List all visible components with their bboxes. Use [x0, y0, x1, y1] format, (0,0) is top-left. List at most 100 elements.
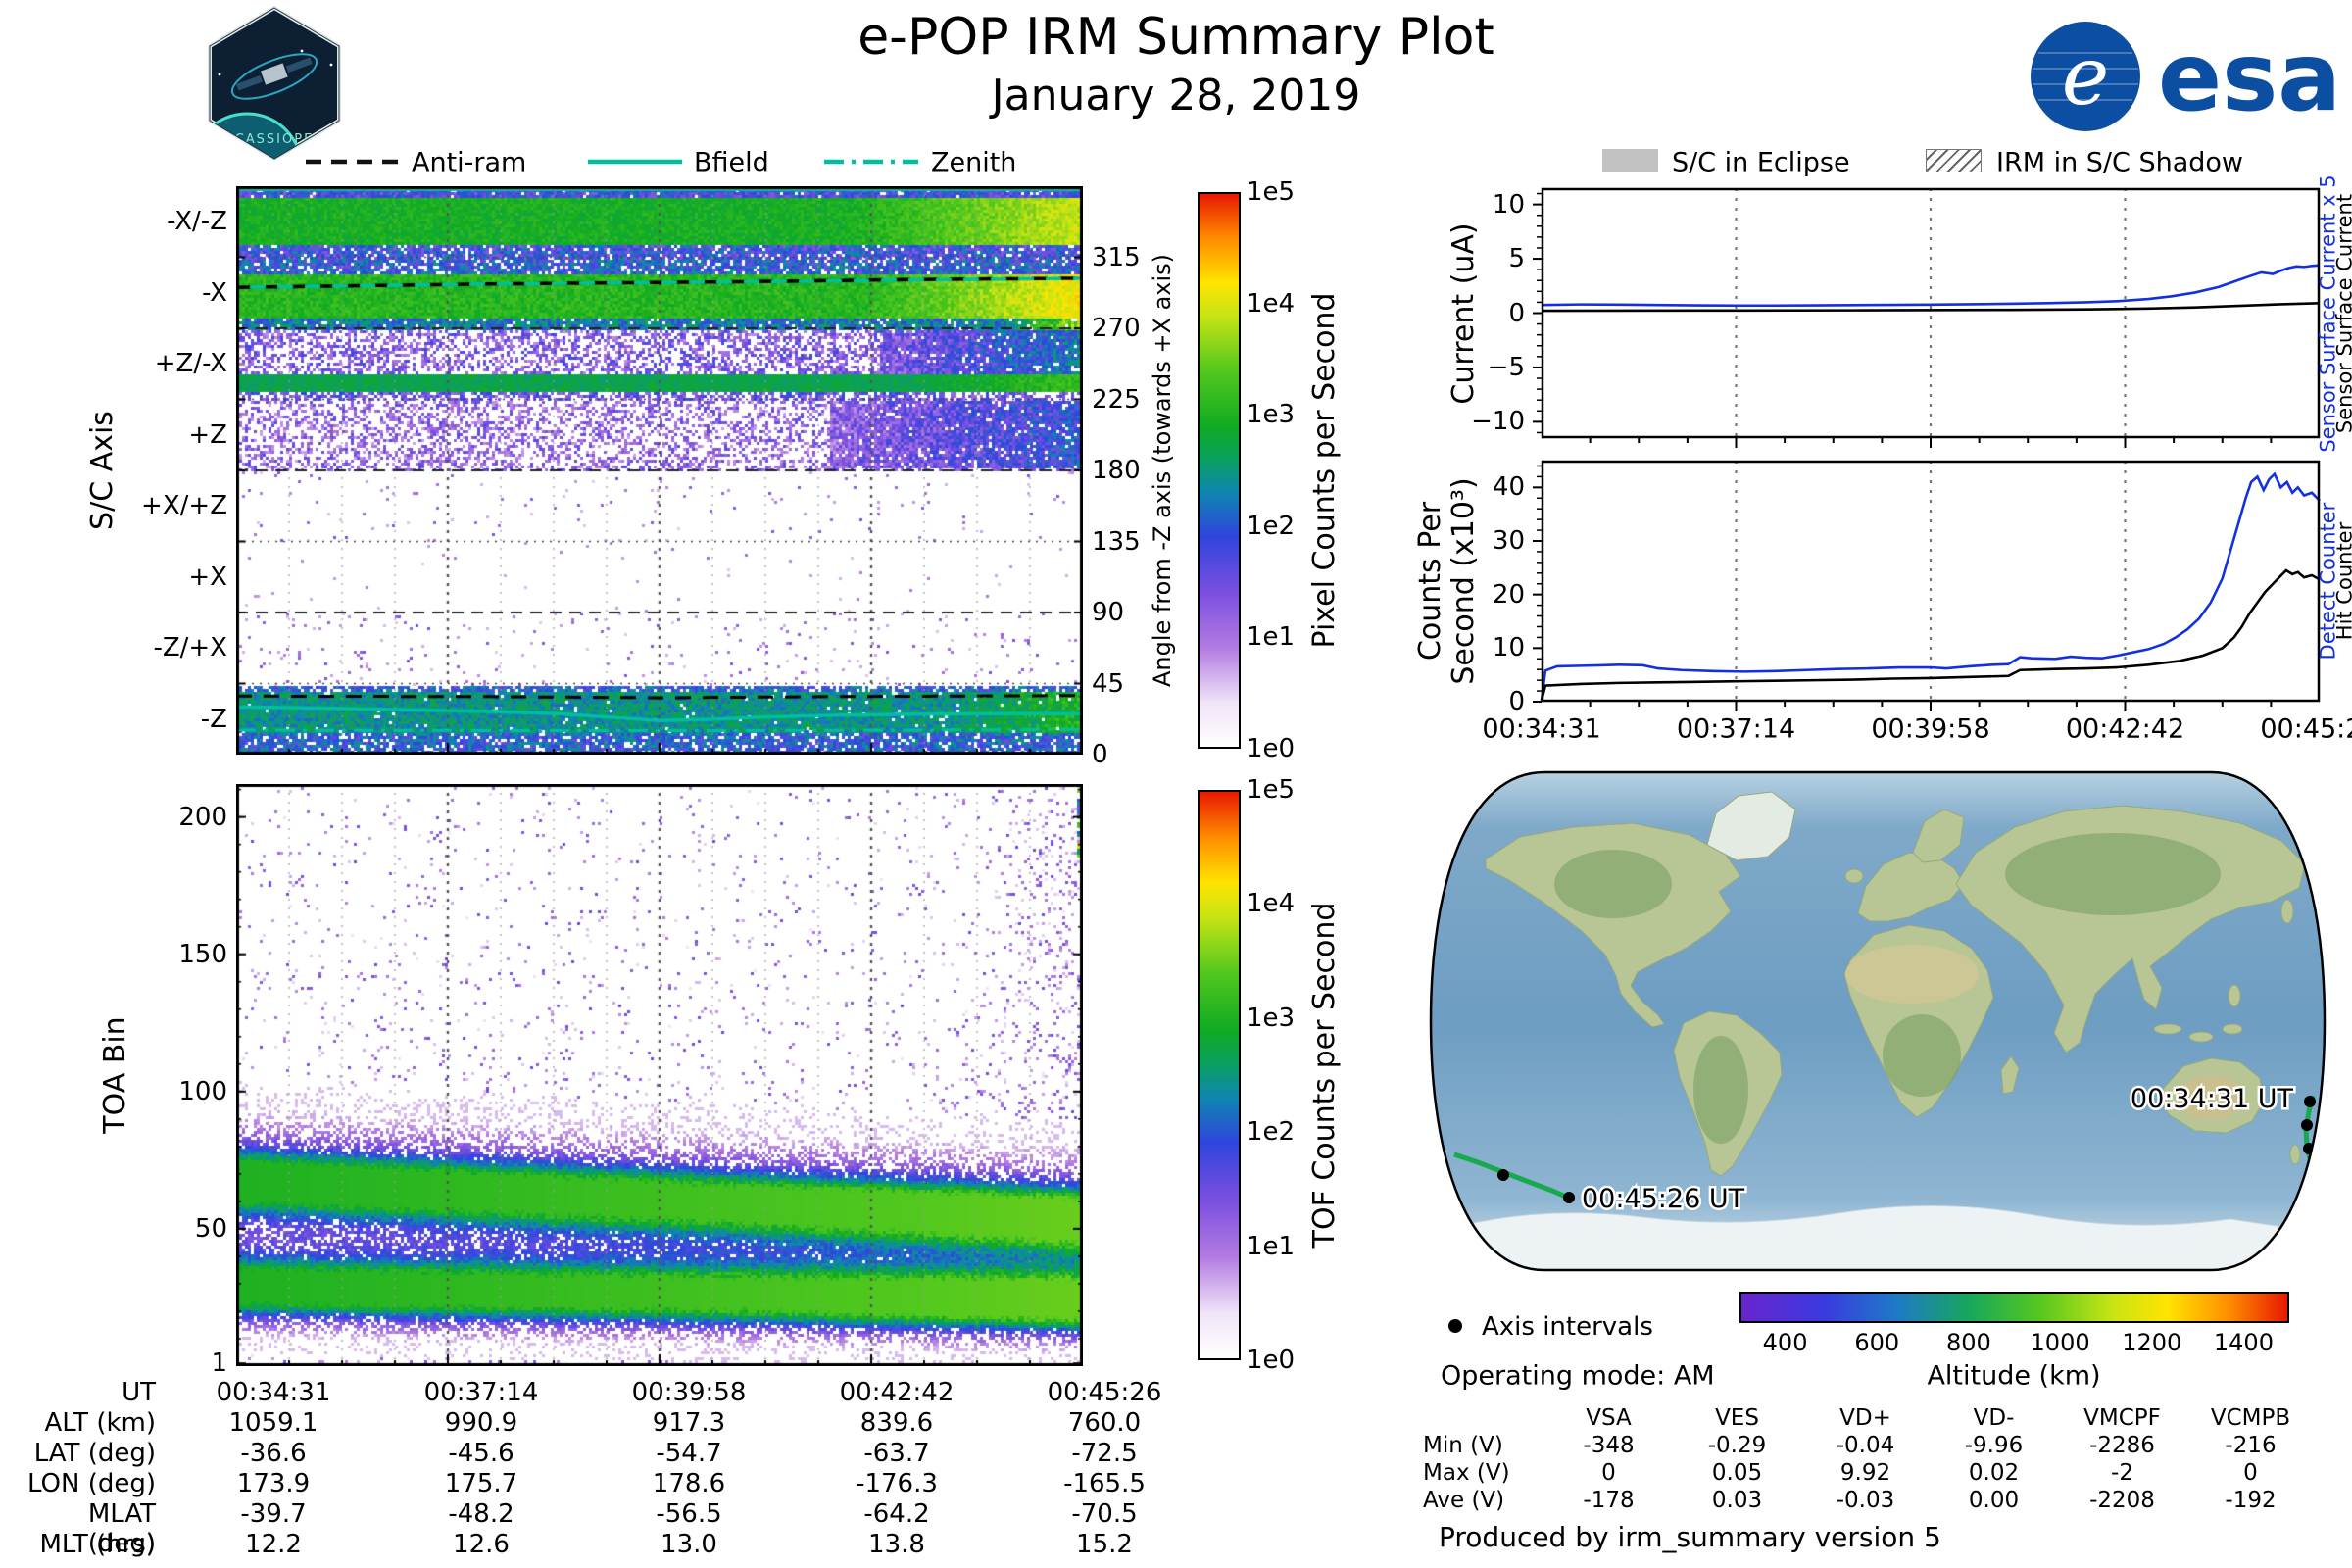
altitude-colorbar: [1740, 1292, 2289, 1323]
ephemeris-value: -176.3: [856, 1469, 938, 1498]
voltage-corner: [1423, 1405, 1544, 1433]
voltage-value: -2286: [2089, 1433, 2155, 1458]
tick-label: 40: [1492, 472, 1525, 503]
voltage-value: -178: [1583, 1488, 1635, 1513]
voltage-value: -0.03: [1836, 1488, 1895, 1513]
bfield-line-sample: [588, 159, 682, 165]
tof-counts-colorbar-label: TOF Counts per Second: [1307, 902, 1342, 1249]
legend-antiram-label: Anti-ram: [412, 147, 527, 178]
tick-label: +X/+Z: [141, 491, 227, 521]
ephemeris-table: UT 00:34:31 00:37:14 00:39:58 00:42:42 00:45:…: [24, 1378, 1208, 1560]
ephemeris-value: -56.5: [656, 1499, 722, 1529]
voltage-value: 0.03: [1711, 1488, 1763, 1513]
hit-counter-label: Hit Counter: [2332, 521, 2352, 641]
ephemeris-row-label: LAT (deg): [33, 1439, 156, 1468]
ephemeris-value: 15.2: [1076, 1530, 1133, 1559]
legend-bfield-label: Bfield: [694, 147, 769, 178]
shadow-swatch: [1926, 149, 1982, 172]
tick-label: 20: [1492, 579, 1525, 610]
voltage-value: 0: [2243, 1460, 2258, 1486]
tick-label: 1000: [2030, 1329, 2090, 1356]
ephemeris-value: 00:42:42: [839, 1378, 955, 1407]
tick-label: 00:39:58: [1871, 713, 1990, 745]
tick-label: 00:45:26: [2260, 713, 2352, 745]
ephemeris-value: -45.6: [448, 1439, 514, 1468]
ephemeris-value: 12.2: [245, 1530, 302, 1559]
esa-wordmark: esa: [2158, 23, 2341, 132]
esa-logo-disc: [2031, 22, 2140, 131]
tick-label: 0: [1508, 687, 1525, 716]
tick-label: 1e3: [1247, 400, 1296, 430]
tick-label: 225: [1092, 384, 1141, 415]
voltage-value: -0.04: [1836, 1433, 1895, 1458]
ephemeris-value: 178.6: [652, 1469, 726, 1498]
sensor-current-label: Sensor Surface Current: [2332, 193, 2352, 434]
esa-logo: e esa: [2031, 22, 2341, 132]
tick-label: 135: [1092, 526, 1141, 557]
tick-label: 30: [1492, 526, 1525, 556]
voltage-value: 0.02: [1968, 1460, 2020, 1486]
tick-label: 00:34:31: [1482, 713, 1601, 745]
tick-label: 800: [1946, 1329, 1991, 1356]
tick-label: 45: [1092, 668, 1125, 699]
tick-label: 315: [1092, 242, 1141, 272]
voltage-col-header: VCMPB: [2210, 1405, 2291, 1431]
ephemeris-value: 00:39:58: [631, 1378, 747, 1407]
voltage-value: -192: [2225, 1488, 2277, 1513]
tick-label: -Z: [200, 704, 227, 734]
footer-credit: Produced by irm_summary version 5: [1439, 1521, 1941, 1553]
tick-label: 5: [1508, 244, 1525, 274]
track-start-label: 00:34:31 UT: [2131, 1084, 2294, 1114]
axis-intervals-dot: [1448, 1319, 1462, 1333]
tick-label: 1e2: [1247, 1117, 1296, 1148]
tick-label: 400: [1762, 1329, 1808, 1356]
continent-greenland: [1706, 791, 1796, 861]
world-map: 00:34:31 UT 00:45:26 UT: [1429, 770, 2327, 1272]
legend-eclipse-label: S/C in Eclipse: [1672, 147, 1850, 178]
scandinavia: [1912, 808, 1965, 863]
voltage-col-header: VMCPF: [2083, 1405, 2161, 1431]
ephemeris-value: -63.7: [863, 1439, 930, 1468]
tick-label: 180: [1092, 456, 1141, 485]
voltage-table: VSA VES VD+ VD- VMCPF VCMPB Min (V) -348 -0.29 -0…: [1423, 1405, 2315, 1515]
cassiope-mission-patch: CASSIOPE: [208, 6, 341, 161]
ground-track-end-segment: [1453, 1152, 1572, 1201]
ephemeris-value: 1059.1: [228, 1408, 318, 1438]
tick-label: -X: [202, 277, 227, 308]
tick-label: 150: [178, 939, 227, 969]
japan: [2280, 899, 2294, 924]
voltage-col-header: VSA: [1586, 1405, 1632, 1431]
counts-ylabel-line1: Counts Per: [1413, 501, 1447, 662]
counts-ylabel-line2: Second (x10³): [1446, 477, 1481, 685]
series-detect-counter: [1540, 471, 2321, 701]
tick-label: 50: [194, 1213, 227, 1244]
voltage-value: 0: [1601, 1460, 1616, 1486]
ephemeris-value: 990.9: [444, 1408, 518, 1438]
ephemeris-value: -39.7: [240, 1499, 307, 1529]
ephemeris-value: 760.0: [1067, 1408, 1142, 1438]
voltage-value: -2: [2111, 1460, 2133, 1486]
tick-label: 00:37:14: [1676, 713, 1796, 745]
tick-label: 100: [178, 1076, 227, 1106]
toa-ylabel: TOA Bin: [98, 1016, 132, 1134]
voltage-row-label: Ave (V): [1423, 1488, 1505, 1513]
series-sensor-surface-current: [1541, 302, 2321, 313]
continent-north-america: [1485, 822, 1741, 1028]
tick-label: 1200: [2122, 1329, 2182, 1356]
esa-logo-letter: e: [2062, 30, 2110, 123]
antiram-line-sample: [306, 159, 400, 165]
tick-label: 270: [1092, 314, 1141, 343]
ephemeris-value: 917.3: [652, 1408, 726, 1438]
series-hit-counter: [1540, 568, 2321, 702]
tick-label: 1400: [2213, 1329, 2274, 1356]
ephemeris-value: 173.9: [236, 1469, 311, 1498]
tick-label: 10: [1492, 633, 1525, 663]
patch-satellite: [236, 57, 313, 91]
ephemeris-value: 839.6: [859, 1408, 934, 1438]
voltage-value: -348: [1583, 1433, 1635, 1458]
tick-label: 1e4: [1247, 288, 1296, 318]
tick-label: 200: [178, 802, 227, 832]
new-zealand: [2289, 1144, 2301, 1165]
tick-label: -X/-Z: [167, 207, 227, 237]
